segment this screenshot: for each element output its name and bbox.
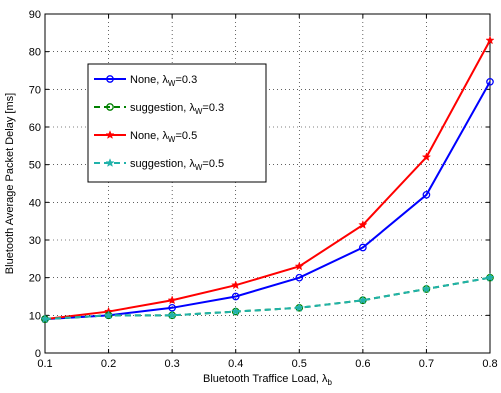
data-point [421, 284, 432, 293]
y-tick-label: 50 [29, 160, 41, 172]
data-point [359, 243, 367, 252]
series-lines [40, 35, 495, 324]
y-tick-label: 30 [29, 235, 41, 247]
legend-marker [106, 103, 114, 111]
x-tick-label: 0.6 [355, 358, 370, 370]
x-axis-label: Bluetooth Traffice Load, λb [203, 373, 333, 387]
x-tick-label: 0.8 [482, 358, 497, 370]
data-point [421, 152, 432, 162]
legend-marker [106, 75, 114, 83]
data-point [231, 292, 240, 301]
legend-entry: suggestion, λW=0.5 [94, 158, 224, 172]
x-tick-label: 0.3 [164, 358, 179, 370]
series-line [44, 39, 491, 321]
data-point [485, 272, 495, 282]
data-point [294, 302, 304, 312]
data-point [295, 273, 304, 282]
x-tick-label: 0.4 [228, 358, 243, 370]
data-point [485, 35, 495, 45]
legend-marker [105, 130, 115, 139]
data-point [486, 77, 494, 86]
data-point [231, 306, 241, 316]
series-line [44, 81, 491, 321]
legend-label: suggestion, λW=0.5 [130, 158, 224, 172]
data-point [103, 310, 114, 320]
y-tick-label: 70 [29, 84, 41, 96]
x-tick-label: 0.1 [37, 358, 52, 370]
data-point [231, 280, 241, 290]
y-tick-label: 20 [29, 273, 41, 285]
data-point [358, 220, 368, 229]
x-tick-label: 0.2 [101, 358, 116, 370]
series-4 [40, 272, 495, 324]
data-point [167, 295, 177, 305]
plot-area [44, 13, 491, 354]
axis-ticks: 0.1 0.2 0.3 0.4 0.5 0.6 0.7 0.8 0 10 20 30 40 50 60 70 8… [29, 9, 498, 370]
data-point [294, 261, 304, 271]
y-tick-label: 60 [29, 122, 41, 134]
data-point [167, 310, 177, 320]
x-tick-label: 0.7 [419, 358, 434, 370]
legend-marker [105, 158, 115, 167]
y-tick-label: 80 [29, 47, 41, 59]
y-tick-label: 10 [29, 310, 41, 322]
y-tick-label: 0 [35, 348, 41, 360]
legend-label: None, λW=0.5 [130, 130, 197, 144]
data-point [358, 295, 368, 305]
legend-entry: None, λW=0.5 [94, 130, 197, 144]
legend: None, λW=0.3 suggestion, λW=0.3 None, λW=0… [87, 63, 267, 183]
y-axis-label: Bluetooth Average Packet Delay [ms] [4, 93, 16, 274]
legend-label: None, λW=0.3 [130, 74, 197, 88]
y-tick-label: 40 [29, 197, 41, 209]
series-line [44, 276, 491, 321]
data-point [422, 190, 431, 199]
legend-entry: None, λW=0.3 [94, 74, 197, 88]
data-point [40, 314, 50, 324]
x-tick-label: 0.5 [292, 358, 307, 370]
series-line [44, 276, 491, 321]
legend-label: suggestion, λW=0.3 [130, 102, 224, 116]
y-tick-label: 90 [29, 9, 41, 21]
legend-entry: suggestion, λW=0.3 [94, 102, 224, 116]
